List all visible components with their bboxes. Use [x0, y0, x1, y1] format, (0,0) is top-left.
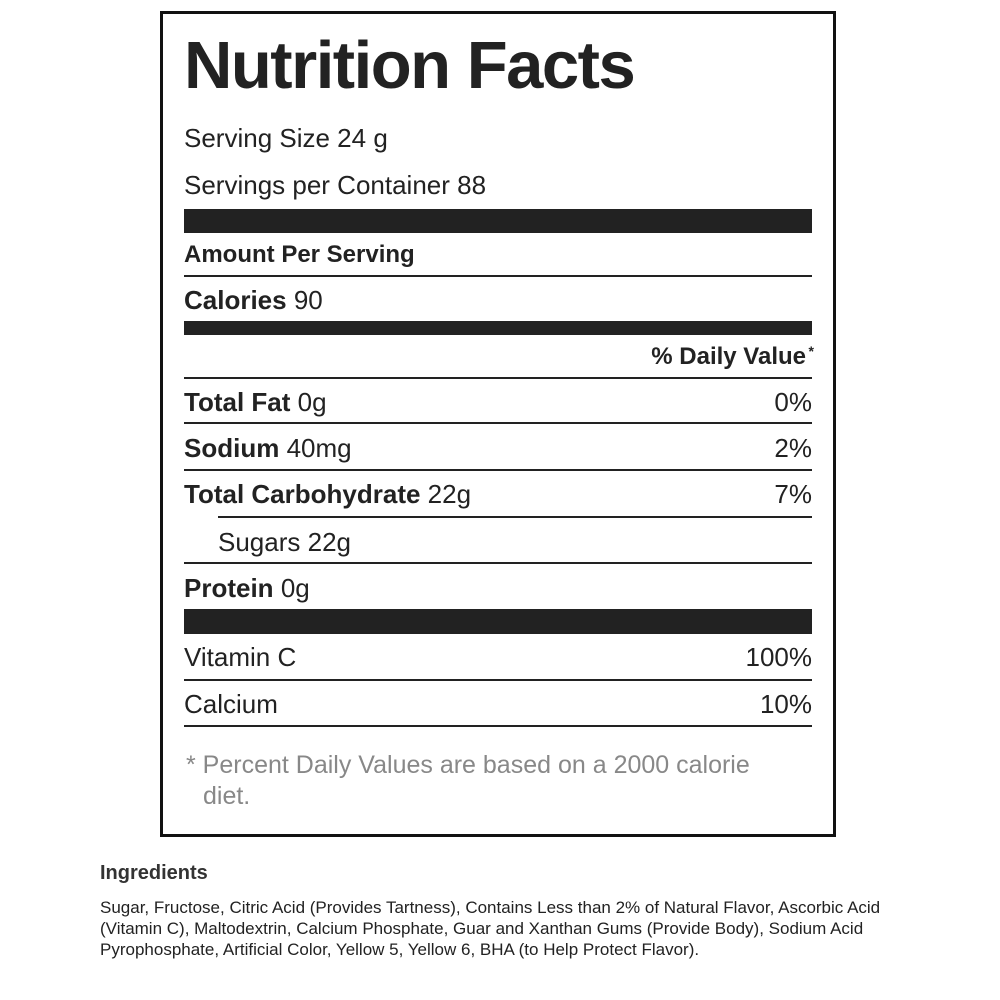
daily-value: 100%	[745, 642, 813, 672]
nutrient-name: Sodium	[184, 433, 280, 463]
nutrient-amount: 0g	[280, 573, 310, 603]
rule	[184, 469, 812, 471]
ingredients-text: Sugar, Fructose, Citric Acid (Provides T…	[100, 898, 881, 959]
amount-per-serving: Amount Per Serving	[184, 241, 415, 268]
nutrient-name: Total Fat	[184, 387, 291, 417]
nutrient-amount: 22g	[427, 479, 472, 509]
nutrient-row: Total Carbohydrate 22g	[184, 479, 471, 509]
serving-size: Serving Size 24 g	[184, 123, 388, 153]
rule	[184, 377, 812, 379]
nutrient-name: Total Carbohydrate	[184, 479, 421, 509]
nutrient-name: Protein	[184, 573, 274, 603]
footnote: * Percent Daily Values are based on a 20…	[186, 751, 750, 810]
vitamin-name: Vitamin C	[184, 642, 297, 672]
asterisk: *	[808, 343, 814, 359]
daily-value: 10%	[759, 689, 812, 719]
nutrient-name: Calories	[184, 285, 287, 315]
rule	[184, 275, 812, 277]
rule	[184, 562, 812, 564]
thick-rule	[184, 321, 812, 335]
rule	[184, 679, 812, 681]
rule	[184, 422, 812, 424]
thick-rule	[184, 609, 812, 634]
sub-nutrient: Sugars 22g	[218, 527, 351, 557]
daily-value: 7%	[774, 479, 812, 509]
nutrient-row: Total Fat 0g	[184, 387, 327, 417]
daily-value: 0%	[774, 387, 812, 417]
thick-rule	[184, 209, 812, 233]
label-box	[160, 11, 836, 837]
nutrient-row: Protein 0g	[184, 573, 310, 603]
header-text: % Daily Value	[651, 343, 806, 370]
vitamin-name: Calcium	[184, 689, 278, 719]
nutrient-amount: 40mg	[286, 433, 352, 463]
rule	[184, 725, 812, 727]
daily-value-header: % Daily Value *	[651, 342, 814, 372]
nutrient-amount: 0g	[297, 387, 327, 417]
rule	[218, 516, 812, 518]
ingredients-title: Ingredients	[100, 862, 208, 884]
nutrient-row: Sodium 40mg	[184, 433, 352, 463]
daily-value: 2%	[774, 433, 812, 463]
calories-row: Calories 90	[184, 285, 323, 315]
servings-per-container: Servings per Container 88	[184, 170, 487, 200]
nutrient-amount: 90	[293, 285, 323, 315]
title: Nutrition Facts	[184, 28, 636, 103]
